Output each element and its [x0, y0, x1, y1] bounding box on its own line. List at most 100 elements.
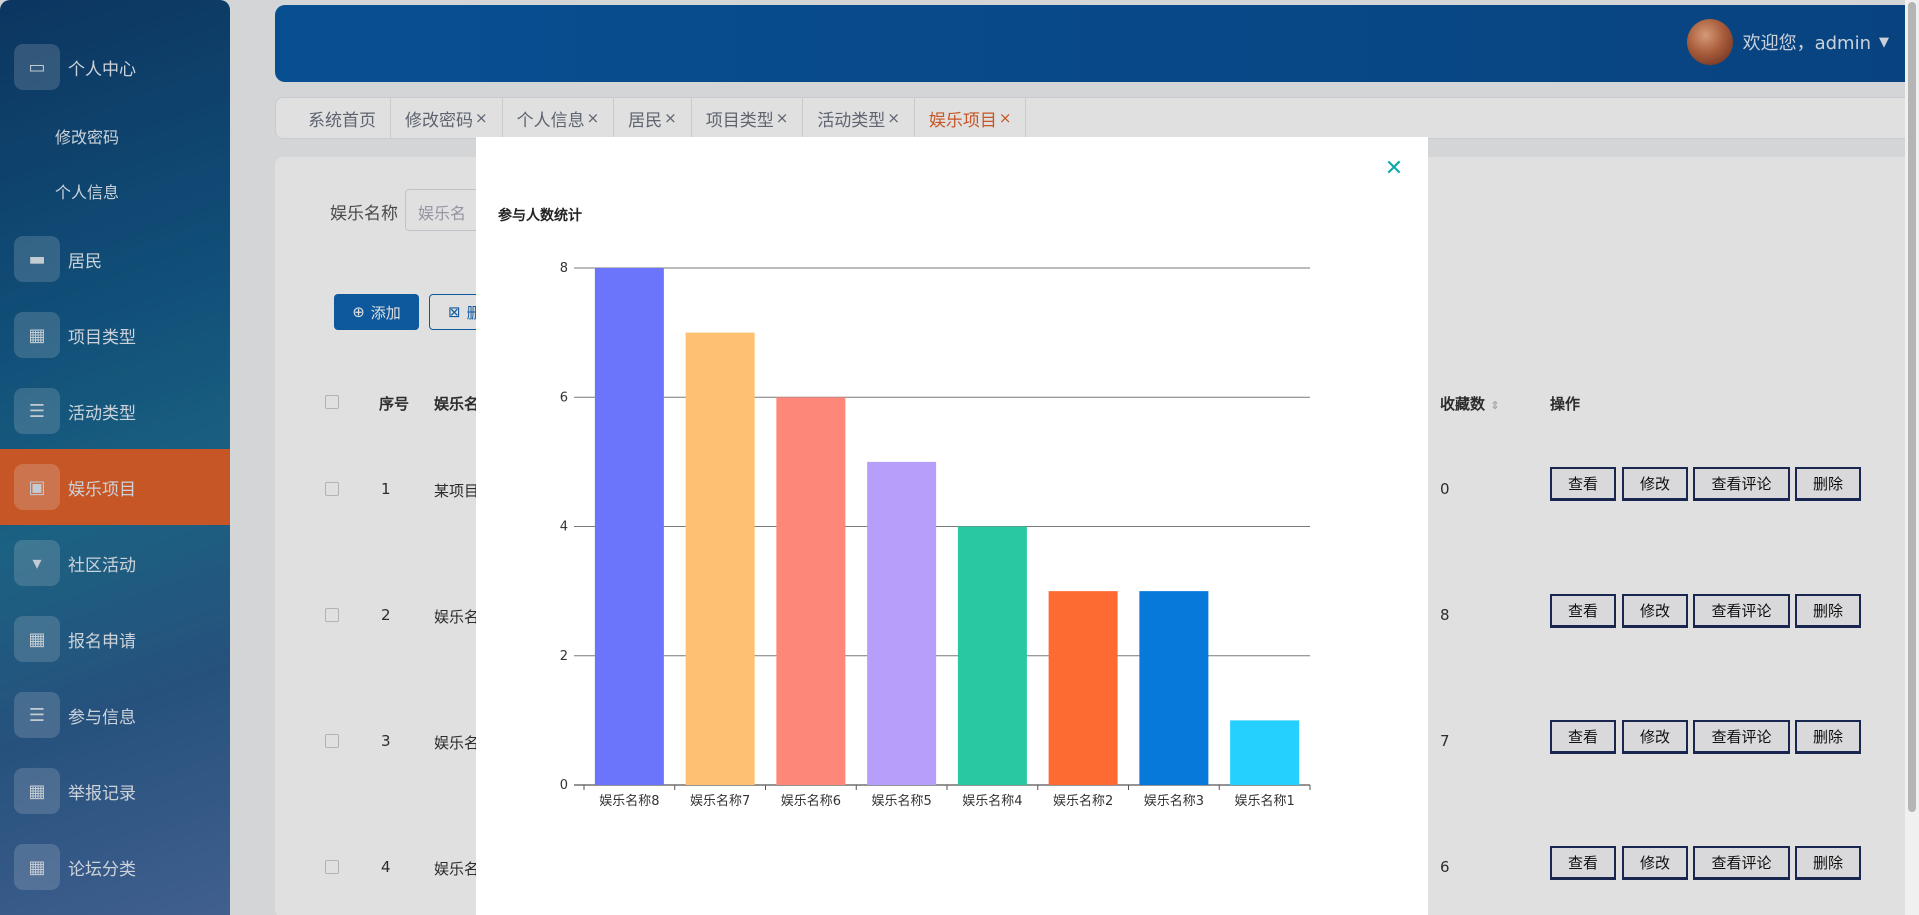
edit-button[interactable]: 修改 — [1622, 594, 1688, 628]
column-header-ops: 操作 — [1550, 395, 1581, 413]
user-menu[interactable]: 欢迎您，admin ▼ — [1686, 19, 1889, 65]
x-tick-label: 娱乐名称6 — [781, 793, 841, 809]
edit-button[interactable]: 修改 — [1622, 467, 1688, 501]
delete-button[interactable]: 删除 — [1795, 594, 1861, 628]
close-icon[interactable]: × — [586, 109, 600, 127]
row-index: 3 — [381, 732, 391, 750]
sidebar-item-community-activities[interactable]: ▾ 社区活动 — [0, 525, 230, 601]
delete-button[interactable]: 删除 — [1795, 846, 1861, 880]
sidebar-item-project-types[interactable]: ▦ 项目类型 — [0, 297, 230, 373]
delete-button[interactable]: 删除 — [1795, 467, 1861, 501]
sort-icon: ⇕ — [1490, 399, 1500, 412]
sidebar-item-residents[interactable]: ▬ 居民 — [0, 221, 230, 297]
view-comments-button[interactable]: 查看评论 — [1693, 594, 1790, 628]
row-favorites: 8 — [1440, 606, 1450, 624]
close-icon[interactable]: ✕ — [1384, 156, 1404, 181]
close-icon[interactable]: × — [887, 109, 900, 127]
row-checkbox[interactable] — [325, 860, 339, 874]
column-header-favorites-label: 收藏数 — [1440, 395, 1486, 413]
tab-label: 活动类型 — [817, 110, 886, 131]
close-icon[interactable]: × — [475, 109, 488, 127]
add-button[interactable]: ⊕ 添加 — [334, 294, 419, 330]
row-checkbox[interactable] — [325, 608, 339, 622]
chart-x-ticks: 娱乐名称8 娱乐名称7 娱乐名称6 娱乐名称5 娱乐名称4 娱乐名称2 娱乐名称3 娱乐名称1 — [583, 785, 1311, 809]
scrollbar-thumb[interactable] — [1908, 2, 1916, 812]
sidebar-item-label: 社区活动 — [68, 555, 136, 576]
profile-icon: ▭ — [14, 44, 60, 90]
row-checkbox[interactable] — [325, 734, 339, 748]
view-button[interactable]: 查看 — [1550, 720, 1616, 754]
sidebar-item-forum-categories[interactable]: ▦ 论坛分类 — [0, 829, 230, 905]
chart-bars — [594, 268, 1300, 786]
chart-bar[interactable] — [776, 397, 846, 785]
pin-icon: ▾ — [14, 540, 60, 586]
tab-label: 系统首页 — [308, 110, 376, 131]
delete-icon: ⊠ — [448, 303, 461, 321]
sidebar: ▭ 个人中心 修改密码 个人信息 ▬ 居民 ▦ 项目类型 ☰ 活动类型 ▣ 娱乐… — [0, 0, 230, 915]
grid-icon: ▦ — [14, 844, 60, 890]
chart-bar[interactable] — [1139, 591, 1209, 785]
column-header-favorites[interactable]: 收藏数 ⇕ — [1440, 393, 1499, 414]
tab-change-password[interactable]: 修改密码 × — [391, 97, 503, 139]
monitor-icon: ▬ — [14, 236, 60, 282]
sidebar-subitem-change-password[interactable]: 修改密码 — [55, 128, 120, 147]
sidebar-item-participation[interactable]: ☰ 参与信息 — [0, 677, 230, 753]
tab-personal-info[interactable]: 个人信息 × — [503, 97, 615, 139]
sidebar-item-label: 个人中心 — [68, 59, 136, 80]
tab-activity-types[interactable]: 活动类型 × — [803, 97, 915, 139]
sidebar-item-entertainment-projects[interactable]: ▣ 娱乐项目 — [0, 449, 230, 525]
view-comments-button[interactable]: 查看评论 — [1693, 846, 1790, 880]
tab-home[interactable]: 系统首页 — [294, 97, 391, 139]
chart-bar[interactable] — [957, 526, 1027, 786]
row-favorites: 0 — [1440, 480, 1450, 498]
sidebar-item-activity-types[interactable]: ☰ 活动类型 — [0, 373, 230, 449]
view-button[interactable]: 查看 — [1550, 594, 1616, 628]
sidebar-item-reports[interactable]: ▦ 举报记录 — [0, 753, 230, 829]
view-comments-button[interactable]: 查看评论 — [1693, 467, 1790, 501]
view-button[interactable]: 查看 — [1550, 846, 1616, 880]
chart-bar[interactable] — [594, 268, 664, 785]
delete-button[interactable]: 删除 — [1795, 720, 1861, 754]
page-scrollbar[interactable] — [1905, 0, 1919, 915]
tab-label: 居民 — [628, 110, 663, 131]
view-comments-button[interactable]: 查看评论 — [1693, 720, 1790, 754]
sidebar-item-registration[interactable]: ▦ 报名申请 — [0, 601, 230, 677]
edit-button[interactable]: 修改 — [1622, 720, 1688, 754]
y-tick-label: 0 — [560, 778, 568, 793]
row-favorites: 6 — [1440, 858, 1450, 876]
sidebar-item-personal-center[interactable]: ▭ 个人中心 — [0, 29, 230, 105]
row-name: 娱乐名 — [434, 608, 480, 626]
chart-title: 参与人数统计 — [498, 208, 582, 224]
sidebar-subitem-personal-info[interactable]: 个人信息 — [55, 183, 120, 202]
row-name: 娱乐名 — [434, 734, 480, 752]
close-icon[interactable]: × — [775, 109, 789, 127]
tab-residents[interactable]: 居民 × — [614, 97, 692, 139]
row-index: 2 — [381, 606, 391, 624]
row-name: 某项目 — [434, 482, 480, 500]
chart-bar[interactable] — [1048, 591, 1118, 785]
list-icon: ☰ — [14, 388, 60, 434]
search-label: 娱乐名称 — [330, 204, 398, 224]
tab-project-types[interactable]: 项目类型 × — [692, 97, 804, 139]
x-tick-label: 娱乐名称3 — [1144, 793, 1204, 809]
plus-icon: ⊕ — [352, 303, 365, 321]
row-checkbox[interactable] — [325, 482, 339, 496]
x-tick-label: 娱乐名称7 — [690, 793, 750, 809]
select-all-checkbox[interactable] — [325, 395, 339, 409]
chart-y-ticks: 0 2 4 6 8 — [560, 261, 568, 793]
chart-bar[interactable] — [1230, 720, 1300, 785]
x-tick-label: 娱乐名称4 — [962, 793, 1022, 809]
close-icon[interactable]: × — [664, 109, 677, 127]
close-icon[interactable]: × — [998, 109, 1012, 127]
tab-entertainment-projects[interactable]: 娱乐项目 × — [915, 97, 1027, 139]
chart-dialog: ✕ 参与人数统计 0 2 4 6 8 娱乐名称8 娱乐名称7 娱乐名称6 娱乐名称5 娱乐名称4… — [476, 137, 1428, 915]
avatar — [1686, 19, 1733, 65]
clipboard-icon: ▣ — [14, 464, 60, 510]
tab-label: 个人信息 — [516, 110, 585, 131]
sidebar-item-label: 居民 — [68, 251, 102, 272]
view-button[interactable]: 查看 — [1550, 467, 1616, 501]
edit-button[interactable]: 修改 — [1622, 846, 1688, 880]
chart-bar[interactable] — [867, 461, 937, 785]
chart-bar[interactable] — [685, 332, 755, 785]
